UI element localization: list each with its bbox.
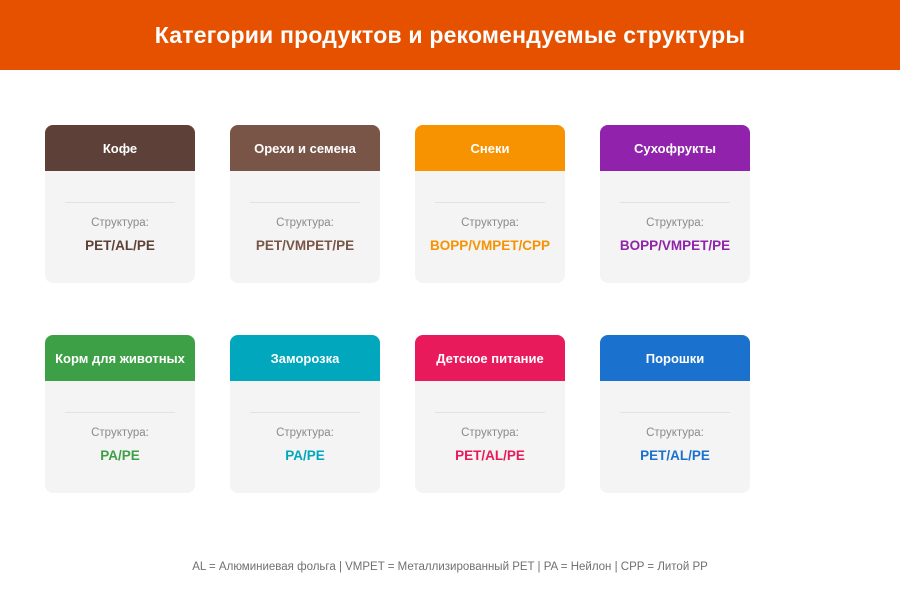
category-icon-slot [55,171,185,202]
card-7-header: Детское питание [415,335,565,381]
page-header: Категории продуктов и рекомендуемые стру… [0,0,900,70]
product-category-card[interactable]: Снеки Структура: BOPP/VMPET/CPP [415,125,565,283]
page-footer: AL = Алюминиевая фольга | VMPET = Металл… [0,561,900,574]
category-icon-slot [425,381,555,412]
structure-label: Структура: [646,427,704,439]
structure-value: PA/PE [285,447,325,463]
legend-note: AL = Алюминиевая фольга | VMPET = Металл… [192,561,708,573]
product-category-card[interactable]: Кофе Структура: PET/AL/PE [45,125,195,283]
card-2-header: Орехи и семена [230,125,380,171]
card-3-header: Снеки [415,125,565,171]
card-divider [620,202,730,203]
structure-value: BOPP/VMPET/PE [619,237,731,253]
structure-value: PA/PE [100,447,140,463]
structure-label: Структура: [276,217,334,229]
card-title: Снеки [470,140,510,156]
structure-label: Структура: [276,427,334,439]
structure-value: PET/AL/PE [455,447,525,463]
structure-value: PET/VMPET/PE [255,237,355,253]
structure-label: Структура: [646,217,704,229]
card-title: Порошки [645,350,705,366]
card-4-header: Сухофрукты [600,125,750,171]
card-divider [620,412,730,413]
card-title: Кофе [102,140,138,156]
card-2-body: Структура: PET/VMPET/PE [230,171,380,283]
card-4-body: Структура: BOPP/VMPET/PE [600,171,750,283]
product-category-card[interactable]: Порошки Структура: PET/AL/PE [600,335,750,493]
category-icon-slot [240,171,370,202]
card-6-body: Структура: PA/PE [230,381,380,493]
structure-label: Структура: [91,427,149,439]
card-5-body: Структура: PA/PE [45,381,195,493]
card-title: Корм для животных [55,350,185,366]
card-1-header: Кофе [45,125,195,171]
category-icon-slot [425,171,555,202]
card-divider [250,412,360,413]
page-title: Категории продуктов и рекомендуемые стру… [154,21,746,48]
category-icon-slot [610,381,740,412]
structure-value: BOPP/VMPET/CPP [429,237,551,253]
category-icon-slot [610,171,740,202]
card-grid-wrap: Кофе Структура: PET/AL/PE Орехи и семена Стр… [0,70,900,493]
structure-label: Структура: [91,217,149,229]
card-divider [435,202,545,203]
structure-value: PET/AL/PE [640,447,710,463]
card-divider [250,202,360,203]
card-title: Сухофрукты [634,140,716,156]
card-divider [65,202,175,203]
card-title: Орехи и семена [254,140,356,156]
card-8-body: Структура: PET/AL/PE [600,381,750,493]
category-icon-slot [240,381,370,412]
card-3-body: Структура: BOPP/VMPET/CPP [415,171,565,283]
product-category-card[interactable]: Корм для животных Структура: PA/PE [45,335,195,493]
card-divider [65,412,175,413]
product-category-card[interactable]: Орехи и семена Структура: PET/VMPET/PE [230,125,380,283]
card-1-body: Структура: PET/AL/PE [45,171,195,283]
product-category-card[interactable]: Сухофрукты Структура: BOPP/VMPET/PE [600,125,750,283]
card-6-header: Заморозка [230,335,380,381]
card-5-header: Корм для животных [45,335,195,381]
product-category-card[interactable]: Детское питание Структура: PET/AL/PE [415,335,565,493]
card-8-header: Порошки [600,335,750,381]
category-icon-slot [55,381,185,412]
card-title: Заморозка [270,350,340,366]
card-7-body: Структура: PET/AL/PE [415,381,565,493]
structure-label: Структура: [461,427,519,439]
product-category-grid: Кофе Структура: PET/AL/PE Орехи и семена Стр… [45,125,750,493]
card-divider [435,412,545,413]
product-category-card[interactable]: Заморозка Структура: PA/PE [230,335,380,493]
structure-value: PET/AL/PE [85,237,155,253]
structure-label: Структура: [461,217,519,229]
card-title: Детское питание [436,350,544,366]
